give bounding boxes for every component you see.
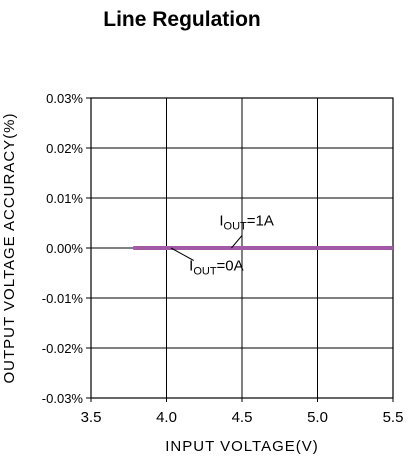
x-tick-label: 4.5 xyxy=(232,409,253,426)
y-tick-label: 0.02% xyxy=(46,141,83,156)
series-label-tail: =1A xyxy=(247,213,274,230)
y-tick-label: 0.03% xyxy=(46,91,83,106)
x-tick-label: 5.5 xyxy=(383,409,404,426)
y-tick-label: 0.01% xyxy=(46,191,83,206)
annotation-leader-2 xyxy=(170,247,194,261)
y-tick-label: 0.00% xyxy=(46,241,83,256)
axes-layer: 0.03% 0.02% 0.01% 0.00% -0.01% -0.02% -0.03% 3.… xyxy=(42,91,404,426)
y-tick-label: -0.02% xyxy=(42,341,84,356)
x-tick-label: 3.5 xyxy=(81,409,102,426)
series-label-subscript: OUT xyxy=(224,221,248,233)
series-label-subscript: OUT xyxy=(193,266,217,278)
series-label-main: I xyxy=(189,258,193,275)
series-label-tail: =0A xyxy=(217,258,244,275)
chart-title: Line Regulation xyxy=(103,8,261,31)
x-tick-label: 4.0 xyxy=(156,409,177,426)
x-tick-label: 5.0 xyxy=(307,409,328,426)
y-tick-label: -0.01% xyxy=(42,291,84,306)
y-axis-title: OUTPUT VOLTAGE ACCURACY(%) xyxy=(1,112,18,383)
series-label-2: IOUT=0A xyxy=(189,258,244,278)
x-axis-title: INPUT VOLTAGE(V) xyxy=(165,438,319,455)
y-tick-label: -0.03% xyxy=(42,391,84,406)
series-label-main: I xyxy=(219,213,223,230)
annotation-leader-1 xyxy=(231,235,243,249)
series-label-1: IOUT=1A xyxy=(219,213,274,233)
